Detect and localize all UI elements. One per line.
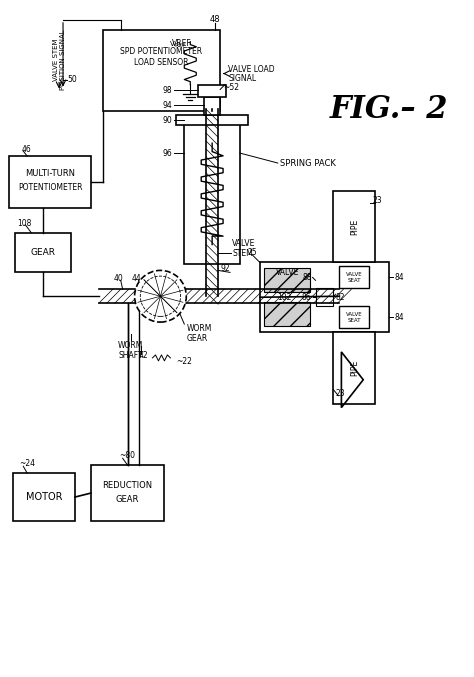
Text: GEAR: GEAR <box>116 495 139 504</box>
Text: SIGNAL: SIGNAL <box>228 74 256 83</box>
Text: WORM
GEAR: WORM GEAR <box>186 324 212 343</box>
Text: 92: 92 <box>220 264 230 273</box>
Text: 23: 23 <box>372 196 382 205</box>
Text: GEAR: GEAR <box>31 248 55 257</box>
Bar <box>9 156 91 208</box>
Bar <box>264 302 310 326</box>
Text: VALVE
SEAT: VALVE SEAT <box>346 272 363 283</box>
Text: ~24: ~24 <box>19 459 35 468</box>
Bar <box>204 97 220 115</box>
Text: V: V <box>170 41 175 47</box>
Text: VALVE
STEM: VALVE STEM <box>232 239 255 258</box>
Bar <box>339 267 369 288</box>
Text: 108: 108 <box>17 219 32 228</box>
Text: SPRING PACK: SPRING PACK <box>280 159 336 168</box>
Text: ~80: ~80 <box>119 451 136 460</box>
Text: 86: 86 <box>302 292 311 302</box>
Text: REDUCTION: REDUCTION <box>102 481 153 489</box>
Text: 88: 88 <box>302 273 311 282</box>
Bar <box>184 123 240 265</box>
Bar <box>333 191 375 263</box>
Text: VALVE LOAD: VALVE LOAD <box>228 65 274 74</box>
Bar <box>13 473 75 521</box>
Text: LOAD SENSOR: LOAD SENSOR <box>134 58 189 67</box>
Text: VALVE: VALVE <box>276 268 300 277</box>
Text: 84: 84 <box>394 273 404 282</box>
Bar <box>316 288 333 306</box>
Bar <box>264 268 310 292</box>
Text: 46: 46 <box>21 145 31 154</box>
Bar <box>198 85 226 97</box>
Text: 25: 25 <box>248 248 257 257</box>
Bar <box>103 30 220 111</box>
Bar <box>176 115 248 125</box>
Text: 82: 82 <box>336 292 345 302</box>
Text: VREF: VREF <box>173 39 192 48</box>
Bar <box>333 332 375 403</box>
Bar <box>91 465 164 521</box>
Text: 50: 50 <box>67 75 77 84</box>
Text: 90: 90 <box>163 116 173 125</box>
Text: 94: 94 <box>163 101 173 110</box>
Text: VALVE STEM
POSITION SIGNAL: VALVE STEM POSITION SIGNAL <box>53 29 65 90</box>
Bar <box>339 306 369 328</box>
Text: VALVE
SEAT: VALVE SEAT <box>346 311 363 322</box>
Text: POTENTIOMETER: POTENTIOMETER <box>18 183 82 192</box>
Text: 40: 40 <box>114 274 124 283</box>
Text: 102: 102 <box>278 292 292 302</box>
Circle shape <box>135 270 186 322</box>
Text: 23: 23 <box>336 389 345 398</box>
Bar <box>260 263 389 332</box>
Text: 96: 96 <box>163 148 173 158</box>
Text: 42: 42 <box>138 351 148 360</box>
Text: MOTOR: MOTOR <box>26 492 63 502</box>
Text: FIG.– 2: FIG.– 2 <box>330 94 448 125</box>
Text: WORM
SHAFT: WORM SHAFT <box>118 341 143 360</box>
Text: PIPE: PIPE <box>350 359 359 376</box>
Text: SPD POTENTIOMETER: SPD POTENTIOMETER <box>120 47 202 56</box>
Text: MULTI-TURN: MULTI-TURN <box>25 169 75 179</box>
Text: 44: 44 <box>132 274 141 283</box>
Text: 48: 48 <box>210 16 220 24</box>
Text: PIPE: PIPE <box>350 219 359 235</box>
Text: REF: REF <box>174 43 186 48</box>
Text: 84: 84 <box>394 313 404 322</box>
Text: 98: 98 <box>163 86 173 95</box>
Bar <box>15 233 71 272</box>
Text: ~22: ~22 <box>176 357 192 366</box>
Text: ~52: ~52 <box>223 83 239 92</box>
